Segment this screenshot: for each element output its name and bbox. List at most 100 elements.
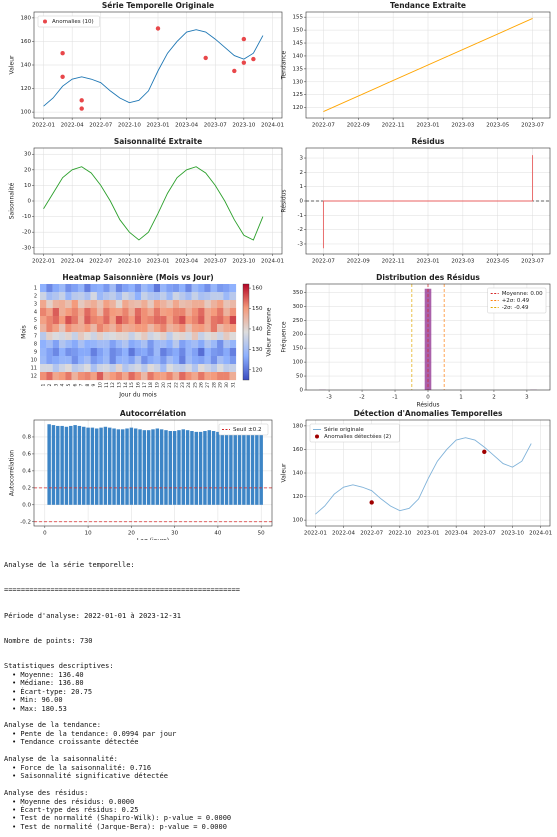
legend-box <box>37 15 100 28</box>
chart-title: Série Temporelle Originale <box>102 1 214 10</box>
bar <box>216 431 220 505</box>
x-tick-label: 2022-11 <box>382 123 405 129</box>
heatmap-cell <box>198 364 205 373</box>
heatmap-cell <box>122 340 129 349</box>
heatmap-cell <box>185 332 192 341</box>
heatmap-cell <box>84 284 91 293</box>
heatmap-cell <box>128 284 135 293</box>
heatmap-cell <box>103 364 110 373</box>
y-tick-label: 150 <box>293 28 304 34</box>
heatmap-cell <box>179 284 186 293</box>
bar <box>116 429 121 505</box>
y-tick-label: 30 <box>24 152 31 158</box>
heatmap-cell <box>172 348 180 357</box>
heatmap-cell <box>166 332 173 341</box>
heatmap-cell <box>40 284 47 293</box>
column-label: 9 <box>91 383 97 386</box>
heatmap-cell <box>160 308 167 317</box>
y-tick-label: 140 <box>293 471 304 477</box>
heatmap-cell <box>115 348 123 357</box>
report-rule: ========================================… <box>4 586 241 595</box>
heatmap-cell <box>90 308 98 317</box>
row-label: 4 <box>34 310 37 316</box>
bar <box>198 431 203 505</box>
row-label: 9 <box>34 350 37 356</box>
y-tick-label: 100 <box>293 360 304 366</box>
heatmap-cell <box>109 348 116 357</box>
y-tick-label: -3 <box>298 241 304 247</box>
heatmap-cell <box>52 300 60 309</box>
heatmap-cell <box>191 356 199 365</box>
heatmap-cell <box>160 340 167 349</box>
y-tick-label: -30 <box>22 245 31 251</box>
heatmap-cell <box>109 372 116 381</box>
heatmap-cell <box>96 308 104 317</box>
heatmap-cell <box>210 324 218 333</box>
y-axis-label: Valeur <box>9 55 16 74</box>
row-label: 1 <box>34 286 37 292</box>
heatmap-cell <box>52 332 60 341</box>
row-label: 8 <box>34 342 37 348</box>
heatmap-cell <box>160 324 167 333</box>
heatmap-cell <box>179 316 186 325</box>
heatmap-cell <box>128 324 135 333</box>
y-axis-label: Tendance <box>281 50 288 80</box>
axes-frame <box>33 147 283 255</box>
heatmap-cell <box>71 316 79 325</box>
heatmap-cell <box>65 332 72 341</box>
heatmap-cell <box>40 300 47 309</box>
heatmap-cell <box>122 300 129 309</box>
heatmap-cell <box>147 340 154 349</box>
x-axis-label: Résidus <box>416 402 439 409</box>
y-axis-label: Autocorrélation <box>9 450 16 496</box>
bar <box>107 427 112 505</box>
heatmap-cell <box>128 356 135 365</box>
heatmap-cell <box>115 340 123 349</box>
heatmap-cell <box>179 364 186 373</box>
heatmap-cell <box>134 364 142 373</box>
y-tick-label: 140 <box>293 53 304 59</box>
heatmap-cell <box>103 292 110 301</box>
heatmap-cell <box>217 364 224 373</box>
x-tick-label: 2022-07 <box>89 123 112 129</box>
heatmap-cell <box>160 372 167 381</box>
heatmap-cell <box>122 284 129 293</box>
section-item: • Moyenne: 136.40 <box>12 670 84 679</box>
column-label: 4 <box>60 383 66 386</box>
anomaly-point <box>232 68 237 74</box>
x-tick-label: 2023-07 <box>204 123 227 129</box>
heatmap-cell <box>90 316 98 325</box>
heatmap-cell <box>103 340 110 349</box>
column-label: 13 <box>117 382 123 388</box>
heatmap-cell <box>172 356 180 365</box>
column-label: 26 <box>199 382 205 388</box>
legend-label: +2σ: 0.49 <box>502 298 530 304</box>
heatmap-cell <box>77 356 85 365</box>
heatmap-cell <box>229 292 237 301</box>
heatmap-cell <box>122 348 129 357</box>
heatmap-cell <box>46 332 53 341</box>
heatmap-cell <box>115 308 123 317</box>
x-tick-label: 3 <box>525 395 529 401</box>
legend-box <box>218 423 269 436</box>
heatmap-cell <box>210 340 218 349</box>
heatmap-cell <box>147 348 154 357</box>
y-tick-label: 0.6 <box>22 451 31 457</box>
anomaly-point <box>369 500 374 505</box>
bar <box>51 425 56 505</box>
heatmap-cell <box>147 316 154 325</box>
column-label: 12 <box>110 382 116 388</box>
heatmap-cell <box>90 324 98 333</box>
heatmap-cell <box>90 332 98 341</box>
heatmap-cell <box>115 372 123 381</box>
heatmap-cell <box>65 300 72 309</box>
heatmap-cell <box>115 324 123 333</box>
heatmap-cell <box>179 308 186 317</box>
heatmap-cell <box>223 324 230 333</box>
heatmap-cell <box>52 324 60 333</box>
heatmap-cell <box>77 308 85 317</box>
heatmap-cell <box>141 364 148 373</box>
column-label: 1 <box>41 383 47 386</box>
legend-swatch <box>43 19 47 24</box>
heatmap-cell <box>84 308 91 317</box>
